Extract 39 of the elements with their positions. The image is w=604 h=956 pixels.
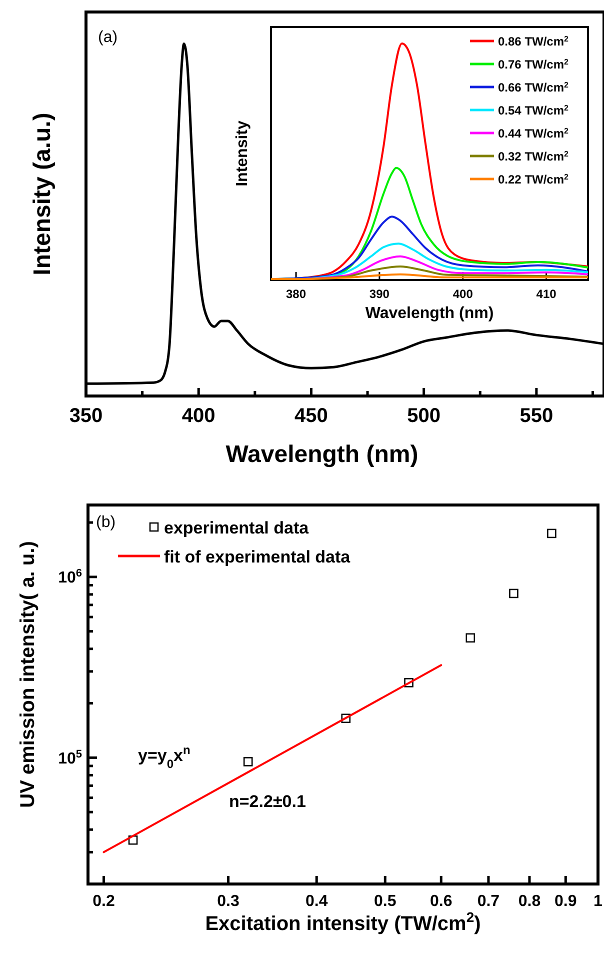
y-axis-title: Intensity <box>234 120 251 186</box>
legend-label: 0.32 TW/cm$^{2}$ <box>498 149 570 164</box>
x-axis-title: Excitation intensity (TW/cm$^{2}$) <box>205 909 481 935</box>
x-tick-label: 550 <box>520 405 554 427</box>
annotation: n=2.2±0.1 <box>229 792 306 811</box>
legend-label: experimental data <box>164 518 310 538</box>
x-tick-label: 0.5 <box>374 893 396 910</box>
annotation: (a) <box>98 29 118 46</box>
y-axis-title: UV emission intensity( a. u.) <box>17 541 39 808</box>
x-tick-label: 350 <box>69 405 103 427</box>
legend-label: fit of experimental data <box>164 547 351 566</box>
x-tick-label: 400 <box>452 287 474 301</box>
x-tick-label: 0.7 <box>477 893 500 910</box>
x-tick-label: 0.9 <box>554 893 577 910</box>
x-tick-label: 380 <box>286 287 306 301</box>
legend-label: 0.54 TW/cm$^{2}$ <box>498 103 570 118</box>
x-tick-label: 500 <box>407 405 441 427</box>
annotation: (b) <box>96 514 116 531</box>
x-tick-label: 410 <box>536 287 557 301</box>
legend-label: 0.22 TW/cm$^{2}$ <box>498 172 570 187</box>
x-tick-label: 0.4 <box>305 893 328 910</box>
legend-label: 0.86 TW/cm$^{2}$ <box>498 34 570 49</box>
x-tick-label: 0.3 <box>217 893 240 910</box>
annotation: y=y$_{0}$x$^{n}$ <box>138 743 190 771</box>
x-tick-label: 0.8 <box>518 893 541 910</box>
legend-label: 0.66 TW/cm$^{2}$ <box>498 80 570 95</box>
x-tick-label: 0.2 <box>92 893 115 910</box>
x-tick-label: 0.6 <box>430 893 452 910</box>
x-tick-label: 390 <box>369 287 390 301</box>
y-axis-title: Intensity (a.u.) <box>29 112 56 276</box>
x-tick-label: 400 <box>182 405 216 427</box>
y-tick-label: 10$^{6}$ <box>58 568 82 587</box>
x-tick-label: 1 <box>594 893 603 910</box>
legend-label: 0.76 TW/cm$^{2}$ <box>498 57 570 72</box>
x-axis-title: Wavelength (nm) <box>365 305 494 322</box>
legend-label: 0.44 TW/cm$^{2}$ <box>498 126 570 141</box>
x-axis-title: Wavelength (nm) <box>226 441 418 468</box>
y-tick-label: 10$^{5}$ <box>58 748 82 768</box>
x-tick-label: 450 <box>294 405 328 427</box>
